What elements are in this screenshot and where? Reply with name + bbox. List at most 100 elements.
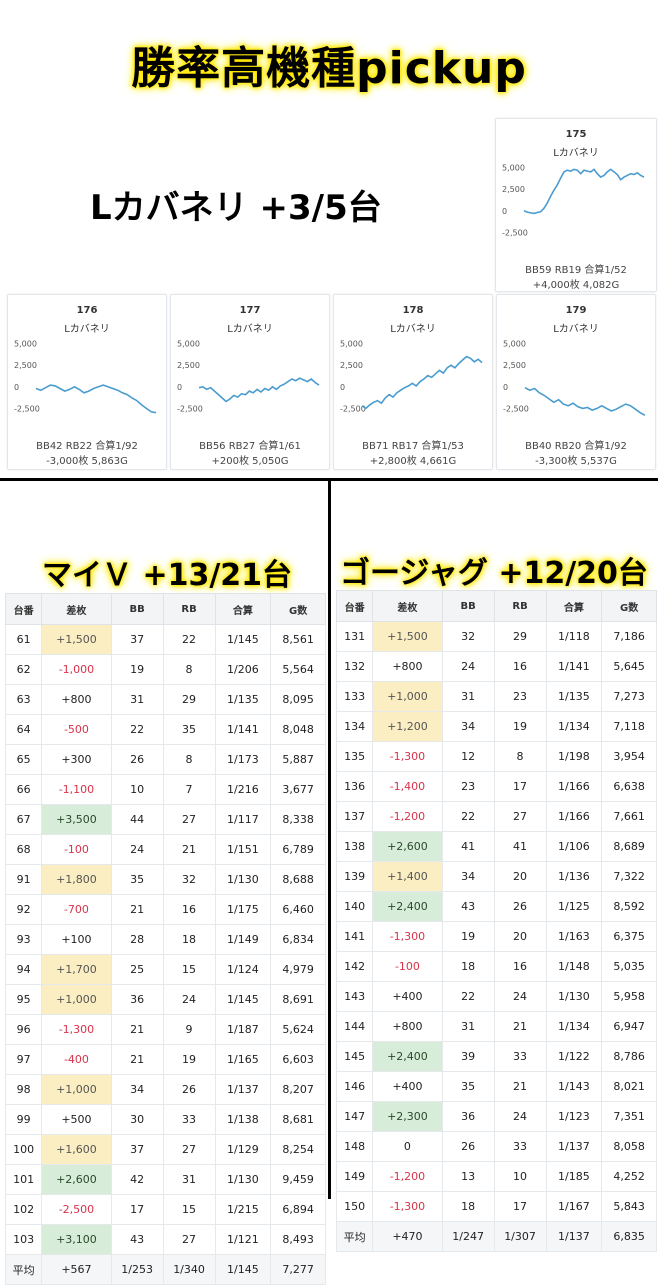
value-cell: 1/137 [545, 1131, 603, 1162]
machine-number-cell: 137 [335, 801, 374, 832]
diff-cell: -1,400 [372, 771, 443, 802]
value-cell: 15 [162, 954, 216, 985]
column-header[interactable]: BB [110, 593, 164, 625]
graph-card-175[interactable]: 175 Lカバネリ 5,000 2,500 0 -2,500 BB59 RB19 合算… [495, 118, 657, 292]
card-stats: BB71 RB17 合算1/53 [362, 441, 464, 452]
table-row: 100 +1,600 37 27 1/129 8,254 [4, 1134, 326, 1165]
value-cell: 16 [162, 894, 216, 925]
value-cell: 35 [162, 714, 216, 745]
value-cell: 7,322 [601, 861, 657, 892]
value-cell: 1/124 [214, 954, 272, 985]
value-cell: 24 [493, 981, 547, 1012]
value-cell: 6,947 [601, 1011, 657, 1042]
slump-chart: 5,000 2,500 0 -2,500 [14, 340, 157, 414]
value-cell: 41 [493, 831, 547, 862]
value-cell: 8,021 [601, 1071, 657, 1102]
value-cell: 7,273 [601, 681, 657, 712]
value-cell: 8,493 [270, 1224, 326, 1255]
table-row: 150 -1,300 18 17 1/167 5,843 [335, 1191, 657, 1222]
column-header[interactable]: 台番 [4, 593, 43, 625]
value-cell: 34 [110, 1074, 164, 1105]
value-cell: 31 [110, 684, 164, 715]
value-cell: 43 [441, 891, 495, 922]
machine-number-cell: 97 [4, 1044, 43, 1075]
value-cell: 1/215 [214, 1194, 272, 1225]
value-cell: 1/166 [545, 801, 603, 832]
value-cell: 22 [162, 624, 216, 655]
diff-cell: +1,500 [41, 624, 112, 655]
column-header[interactable]: 差枚 [372, 590, 443, 622]
value-cell: 1/198 [545, 741, 603, 772]
value-cell: 4,979 [270, 954, 326, 985]
average-cell: 1/253 [110, 1254, 164, 1285]
diff-cell: +1,400 [372, 861, 443, 892]
value-cell: 1/118 [545, 621, 603, 652]
column-header[interactable]: RB [162, 593, 216, 625]
kabaneri-title: Lカバネリ +3/5台 [90, 188, 382, 228]
value-cell: 39 [441, 1041, 495, 1072]
value-cell: 27 [162, 1134, 216, 1165]
card-number: 179 [565, 305, 587, 316]
diff-cell: +800 [372, 651, 443, 682]
value-cell: 21 [493, 1011, 547, 1042]
value-cell: 3,954 [601, 741, 657, 772]
diff-cell: -500 [41, 714, 112, 745]
diff-cell: +3,100 [41, 1224, 112, 1255]
slump-line [361, 355, 483, 410]
value-cell: 31 [162, 1164, 216, 1195]
table-row: 95 +1,000 36 24 1/145 8,691 [4, 984, 326, 1015]
machine-number-cell: 145 [335, 1041, 374, 1072]
table-row: 143 +400 22 24 1/130 5,958 [335, 981, 657, 1012]
column-header[interactable]: BB [441, 590, 495, 622]
value-cell: 36 [441, 1101, 495, 1132]
machine-number-cell: 132 [335, 651, 374, 682]
graph-card-177[interactable]: 177 Lカバネリ 5,000 2,500 0 -2,500 BB56 RB27 合算… [170, 294, 330, 470]
value-cell: 6,894 [270, 1194, 326, 1225]
y-tick-label: -2,500 [503, 404, 529, 413]
column-header[interactable]: 合算 [214, 593, 272, 625]
average-cell: 6,835 [601, 1221, 657, 1252]
diff-cell: +500 [41, 1104, 112, 1135]
graph-card-179[interactable]: 179 Lカバネリ 5,000 2,500 0 -2,500 BB40 RB20 合算… [496, 294, 656, 470]
value-cell: 31 [441, 681, 495, 712]
value-cell: 21 [110, 1044, 164, 1075]
value-cell: 31 [441, 1011, 495, 1042]
y-tick-label: 5,000 [14, 340, 37, 349]
column-header[interactable]: G数 [601, 590, 657, 622]
value-cell: 1/141 [214, 714, 272, 745]
column-header[interactable]: G数 [270, 593, 326, 625]
diff-cell: -100 [41, 834, 112, 865]
graph-card-176[interactable]: 176 Lカバネリ 5,000 2,500 0 -2,500 BB42 RB22 合算… [7, 294, 167, 470]
value-cell: 5,958 [601, 981, 657, 1012]
diff-cell: +400 [372, 981, 443, 1012]
card-number: 176 [76, 305, 98, 316]
table-row: 132 +800 24 16 1/141 5,645 [335, 651, 657, 682]
machine-number-cell: 91 [4, 864, 43, 895]
value-cell: 1/117 [214, 804, 272, 835]
column-header[interactable]: 合算 [545, 590, 603, 622]
diff-cell: +2,300 [372, 1101, 443, 1132]
value-cell: 6,638 [601, 771, 657, 802]
machine-number-cell: 99 [4, 1104, 43, 1135]
column-header[interactable]: 差枚 [41, 593, 112, 625]
table-row: 67 +3,500 44 27 1/117 8,338 [4, 804, 326, 835]
diff-cell: +1,200 [372, 711, 443, 742]
graph-card-178[interactable]: 178 Lカバネリ 5,000 2,500 0 -2,500 BB71 RB17 合算… [333, 294, 493, 470]
table-row: 91 +1,800 35 32 1/130 8,688 [4, 864, 326, 895]
value-cell: 44 [110, 804, 164, 835]
value-cell: 19 [493, 711, 547, 742]
value-cell: 17 [493, 1191, 547, 1222]
machine-number-cell: 100 [4, 1134, 43, 1165]
table-row: 146 +400 35 21 1/143 8,021 [335, 1071, 657, 1102]
machine-number-cell: 64 [4, 714, 43, 745]
value-cell: 25 [110, 954, 164, 985]
column-header[interactable]: 台番 [335, 590, 374, 622]
value-cell: 8 [162, 744, 216, 775]
value-cell: 6,460 [270, 894, 326, 925]
diff-cell: +400 [372, 1071, 443, 1102]
diff-cell: +2,600 [372, 831, 443, 862]
diff-cell: +100 [41, 924, 112, 955]
average-cell: 1/137 [545, 1221, 603, 1252]
value-cell: 1/121 [214, 1224, 272, 1255]
column-header[interactable]: RB [493, 590, 547, 622]
